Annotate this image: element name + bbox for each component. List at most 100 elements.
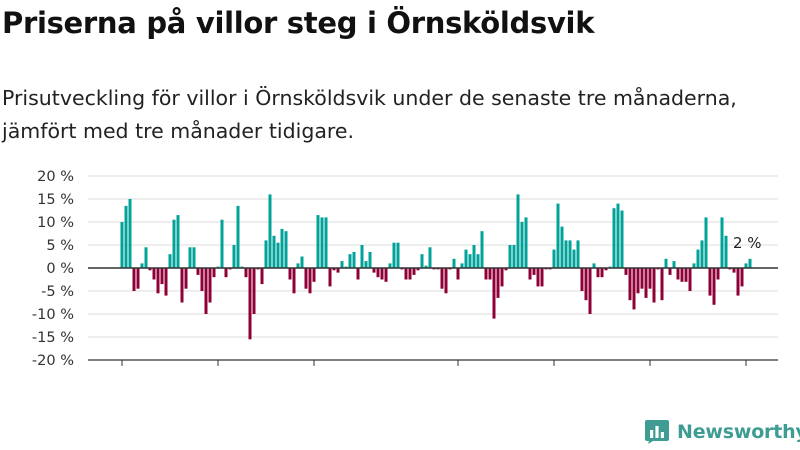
bar	[388, 263, 392, 268]
y-tick-label: 15 %	[37, 192, 74, 208]
bar	[664, 258, 668, 268]
x-tick-label: 2012	[103, 373, 141, 375]
bar	[212, 268, 216, 278]
bar	[580, 268, 584, 291]
bar	[272, 235, 276, 268]
bar	[176, 215, 180, 268]
chart-title: Priserna på villor steg i Örnsköldsvik	[2, 6, 595, 40]
bar	[332, 268, 336, 271]
bar	[696, 249, 700, 268]
bar	[552, 249, 556, 268]
bar	[144, 247, 148, 268]
bar	[564, 240, 568, 268]
bar	[644, 268, 648, 298]
bar	[600, 268, 604, 278]
bar	[320, 217, 324, 268]
bar	[592, 263, 596, 268]
bar	[340, 261, 344, 268]
bar	[312, 268, 316, 282]
bar	[560, 226, 564, 268]
bar	[584, 268, 588, 301]
bar	[420, 254, 424, 268]
bar	[636, 268, 640, 294]
bar	[596, 268, 600, 278]
bar	[508, 245, 512, 268]
bar	[660, 268, 664, 301]
y-tick-label: -15 %	[32, 330, 74, 346]
bar	[568, 240, 572, 268]
bar	[716, 268, 720, 280]
bar	[484, 268, 488, 280]
bar	[296, 263, 300, 268]
bar	[208, 268, 212, 303]
bar	[640, 268, 644, 289]
bar	[464, 249, 468, 268]
bar	[740, 268, 744, 287]
y-tick-label: 0 %	[46, 261, 74, 277]
bar	[492, 268, 496, 319]
bar-chart-logo-icon	[645, 420, 669, 444]
annotations: 2 %	[733, 234, 762, 252]
bar	[304, 268, 308, 289]
bar	[712, 268, 716, 305]
y-tick-label: -10 %	[32, 307, 74, 323]
bar	[260, 268, 264, 285]
bar	[184, 268, 188, 289]
x-tick-label: 2023	[631, 373, 669, 375]
bar	[124, 205, 128, 268]
bar	[360, 245, 364, 268]
bar	[424, 265, 428, 268]
bar	[536, 268, 540, 287]
bar	[524, 217, 528, 268]
bar	[308, 268, 312, 294]
y-axis-tick-labels: 20 % 15 % 10 % 5 % 0 % -5 % -10 % -15 % -20 %	[32, 169, 74, 369]
bar	[284, 231, 288, 268]
bar	[676, 268, 680, 280]
bar	[364, 261, 368, 268]
bar	[700, 240, 704, 268]
bar	[224, 268, 228, 278]
bar	[276, 242, 280, 268]
x-tick-label: 2016	[295, 373, 333, 375]
bar	[684, 268, 688, 282]
bar	[220, 219, 224, 268]
bar	[692, 263, 696, 268]
bar	[604, 268, 608, 271]
bar	[164, 268, 168, 296]
bar	[204, 268, 208, 314]
bar	[428, 247, 432, 268]
chart-subtitle: Prisutveckling för villor i Örnsköldsvik…	[2, 86, 737, 143]
y-tick-label: -20 %	[32, 353, 74, 369]
bar	[380, 268, 384, 280]
x-axis-tick-labels: 2012 2014 2016 2019 2021 2023 2025	[103, 360, 765, 375]
bar	[412, 268, 416, 275]
bar	[720, 217, 724, 268]
bar	[444, 268, 448, 294]
bar	[200, 268, 204, 291]
bar	[480, 231, 484, 268]
bar	[496, 268, 500, 298]
bar	[520, 222, 524, 268]
bar	[404, 268, 408, 280]
bar	[128, 199, 132, 268]
bar	[576, 240, 580, 268]
bar	[460, 263, 464, 268]
bar	[348, 254, 352, 268]
x-tick-label: 2019	[439, 373, 477, 375]
bar	[528, 268, 532, 280]
bar	[632, 268, 636, 310]
bar	[120, 222, 124, 268]
bar	[748, 258, 752, 268]
bar	[132, 268, 136, 291]
bar	[152, 268, 156, 280]
bar	[468, 254, 472, 268]
bar	[488, 268, 492, 280]
bar	[376, 268, 380, 278]
bar	[188, 247, 192, 268]
bar	[336, 268, 340, 273]
bar	[288, 268, 292, 280]
bar	[456, 268, 460, 280]
brand-name: Newsworthy	[677, 421, 800, 443]
bar	[556, 203, 560, 268]
bar	[244, 268, 248, 278]
